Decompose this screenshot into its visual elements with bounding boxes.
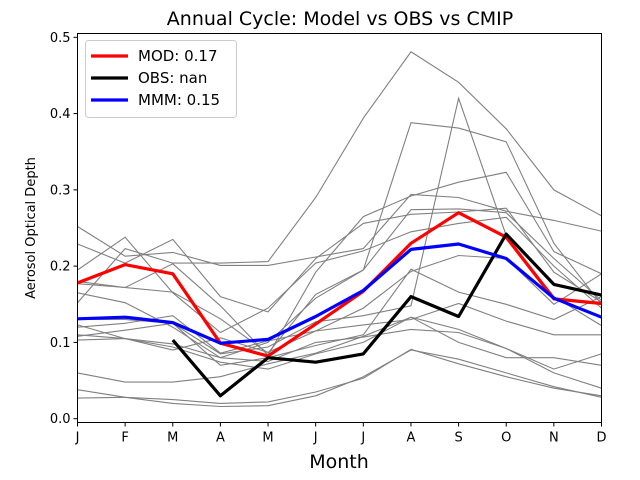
x-tick-label: M: [262, 431, 273, 446]
mmm-series-line: [77, 242, 603, 345]
plot-lines: [76, 51, 603, 408]
x-tick-label: D: [596, 431, 606, 446]
x-tick-label: O: [501, 431, 511, 446]
obs-series-line: [171, 232, 602, 398]
cmip-model-line-7: [77, 51, 602, 304]
cmip-model-line-15: [77, 348, 602, 404]
y-tick-label: 0.4: [50, 107, 71, 122]
y-tick-label: 0.3: [50, 183, 71, 198]
cmip-model-line-3: [77, 208, 602, 354]
y-tick-label: 0.1: [50, 336, 71, 351]
cmip-model-line-16: [77, 349, 602, 408]
x-tick-label: J: [313, 431, 318, 446]
x-tick-label: J: [360, 431, 365, 446]
plot-frame: [77, 33, 602, 423]
x-tick-label: F: [121, 431, 128, 446]
y-tick-label: 0.0: [50, 412, 71, 427]
x-tick-label: M: [167, 431, 178, 446]
x-tick-label: S: [454, 431, 462, 446]
cmip-model-line-4: [77, 207, 602, 313]
y-axis: 0.0 0.1 0.2 0.3 0.4 0.5: [50, 31, 78, 427]
cmip-model-line-2: [77, 171, 602, 357]
cmip-model-line-14: [77, 316, 602, 389]
x-tick-label: A: [407, 431, 416, 446]
cmip-model-line-9: [77, 96, 602, 355]
chart-title: Annual Cycle: Model vs OBS vs CMIP: [167, 8, 513, 30]
legend-label-mod: MOD: 0.17: [138, 47, 218, 65]
cmip-model-line-13: [77, 316, 602, 370]
legend-box: [85, 40, 237, 118]
x-axis-label: Month: [309, 451, 369, 473]
mod-series-line: [76, 211, 602, 358]
cmip-model-line-12: [77, 328, 602, 370]
cmip-model-line-10: [77, 302, 602, 353]
x-tick-label: J: [75, 431, 80, 446]
x-tick-label: N: [549, 431, 559, 446]
cmip-model-line-1: [77, 193, 602, 266]
legend: MOD: 0.17 OBS: nan MMM: 0.15: [85, 40, 237, 118]
y-tick-label: 0.2: [50, 260, 71, 275]
cmip-model-line-5: [77, 216, 602, 334]
y-axis-label: Aerosol Optical Depth: [24, 157, 39, 299]
y-tick-label: 0.5: [50, 31, 71, 46]
legend-label-mmm: MMM: 0.15: [138, 91, 220, 109]
x-tick-label: A: [216, 431, 225, 446]
legend-label-obs: OBS: nan: [138, 69, 207, 87]
